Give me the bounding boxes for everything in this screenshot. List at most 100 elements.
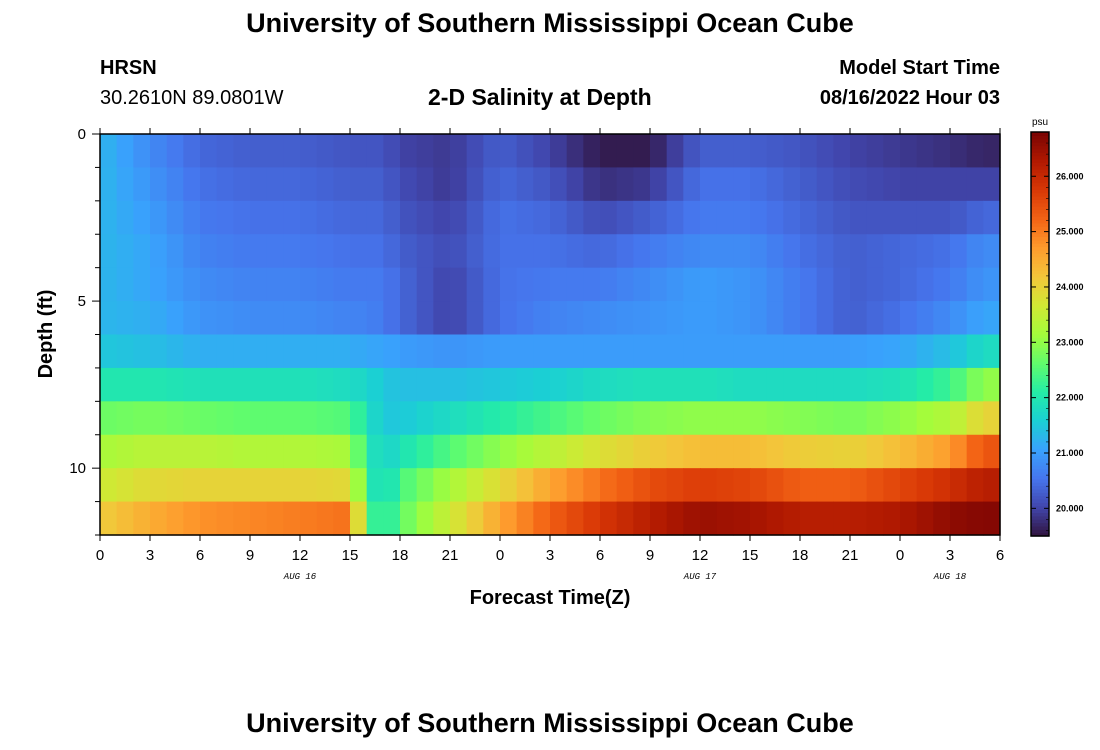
colorbar-segment	[1031, 411, 1049, 416]
colorbar-segment	[1031, 465, 1049, 470]
heatmap-cell	[433, 134, 451, 169]
heatmap-cell	[583, 134, 601, 169]
heatmap-cell	[216, 301, 234, 336]
heatmap-cell	[116, 367, 134, 402]
colorbar-segment	[1031, 303, 1049, 308]
heatmap-cell	[500, 401, 518, 436]
heatmap-cell	[966, 267, 984, 302]
heatmap-cell	[133, 468, 151, 503]
heatmap-cell	[750, 367, 768, 402]
heatmap-cell	[883, 134, 901, 169]
heatmap-cell	[733, 434, 751, 469]
heatmap-cell	[733, 167, 751, 202]
heatmap-cell	[416, 267, 434, 302]
heatmap-cell	[450, 200, 468, 235]
heatmap-cell	[266, 234, 284, 269]
heatmap-cell	[383, 301, 401, 336]
heatmap-cell	[666, 301, 684, 336]
heatmap-cell	[800, 234, 818, 269]
colorbar-segment	[1031, 233, 1049, 237]
heatmap-cell	[300, 167, 318, 202]
colorbar-segment	[1031, 175, 1049, 180]
heatmap-cell	[466, 301, 484, 336]
heatmap-cell	[483, 434, 501, 469]
heatmap-cell	[950, 501, 968, 536]
heatmap-cell	[700, 468, 718, 503]
heatmap-cell	[133, 134, 151, 169]
heatmap-cell	[300, 367, 318, 402]
model-start-time: 08/16/2022 Hour 03	[819, 87, 1000, 109]
heatmap-cell	[983, 367, 1001, 402]
heatmap-cell	[833, 401, 851, 436]
heatmap-cell	[733, 468, 751, 503]
heatmap-cell	[433, 468, 451, 503]
station-coordinates: 30.2610N 89.0801W	[100, 87, 284, 109]
heatmap-cell	[233, 301, 251, 336]
heatmap-cell	[900, 334, 918, 369]
heatmap-cell	[283, 200, 301, 235]
colorbar-tick-label: 21.000	[1056, 448, 1084, 458]
heatmap-cell	[116, 434, 134, 469]
heatmap-cell	[166, 301, 184, 336]
heatmap-cell	[833, 200, 851, 235]
heatmap-cell	[350, 401, 368, 436]
heatmap-cell	[166, 234, 184, 269]
heatmap-cell	[500, 334, 518, 369]
y-tick-label: 5	[78, 293, 86, 310]
heatmap-cell	[783, 334, 801, 369]
heatmap-cell	[583, 401, 601, 436]
x-tick-label: 6	[996, 547, 1004, 564]
colorbar-segment	[1031, 455, 1049, 460]
heatmap-cell	[900, 267, 918, 302]
heatmap-cell	[783, 267, 801, 302]
heatmap-cell	[233, 234, 251, 269]
colorbar-segment	[1031, 435, 1049, 439]
x-tick-label: 12	[692, 547, 709, 564]
heatmap-cell	[700, 434, 718, 469]
heatmap-cell	[700, 367, 718, 402]
heatmap-cell	[900, 401, 918, 436]
heatmap-cell	[883, 334, 901, 369]
heatmap-cell	[483, 234, 501, 269]
heatmap-cell	[916, 267, 934, 302]
heatmap-cell	[366, 134, 384, 169]
heatmap-cell	[850, 234, 868, 269]
colorbar-segment	[1031, 377, 1049, 382]
heatmap-cell	[633, 334, 651, 369]
heatmap-cell	[300, 267, 318, 302]
heatmap-cell	[600, 167, 618, 202]
heatmap-cell	[733, 267, 751, 302]
heatmap-cell	[716, 301, 734, 336]
heatmap-cell	[150, 301, 168, 336]
heatmap-cell	[200, 334, 218, 369]
heatmap-cell	[400, 267, 418, 302]
heatmap-cell	[833, 267, 851, 302]
heatmap-cell	[683, 234, 701, 269]
colorbar-segment	[1031, 138, 1049, 143]
heatmap-cell	[216, 501, 234, 536]
heatmap-cell	[933, 334, 951, 369]
x-tick-label: 6	[196, 547, 204, 564]
heatmap-cell	[283, 501, 301, 536]
heatmap-cell	[650, 267, 668, 302]
heatmap-cell	[850, 401, 868, 436]
y-axis-title: Depth (ft)	[35, 290, 57, 379]
colorbar-segment	[1031, 495, 1049, 500]
heatmap-cell	[933, 267, 951, 302]
heatmap-cell	[166, 134, 184, 169]
heatmap-cell	[100, 234, 118, 269]
heatmap-cell	[383, 167, 401, 202]
heatmap-cell	[183, 434, 201, 469]
heatmap-cell	[433, 267, 451, 302]
heatmap-cell	[583, 468, 601, 503]
heatmap-cell	[900, 134, 918, 169]
heatmap-cell	[800, 401, 818, 436]
colorbar-segment	[1031, 367, 1049, 372]
heatmap-cell	[900, 234, 918, 269]
x-tick-label: 21	[442, 547, 459, 564]
heatmap-cell	[250, 167, 268, 202]
heatmap-cell	[900, 434, 918, 469]
heatmap-cell	[916, 234, 934, 269]
heatmap-cell	[850, 301, 868, 336]
